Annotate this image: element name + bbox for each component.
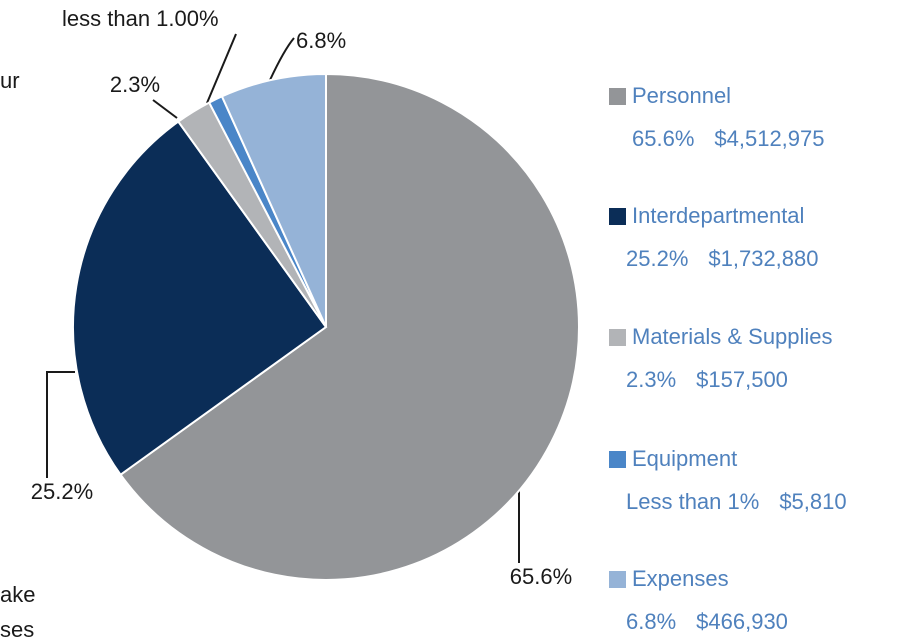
legend-percent: 2.3% xyxy=(626,367,676,392)
legend-amount: $1,732,880 xyxy=(708,246,818,271)
clipped-text: ses xyxy=(0,617,34,640)
legend-percent: 6.8% xyxy=(626,609,676,634)
leader-line xyxy=(152,99,178,119)
legend-label: Expenses xyxy=(632,566,729,591)
data-label: 2.3% xyxy=(110,72,160,97)
legend-label: Personnel xyxy=(632,83,731,108)
legend-swatch xyxy=(609,571,626,588)
legend-percent: 25.2% xyxy=(626,246,688,271)
legend-amount: $4,512,975 xyxy=(714,126,824,151)
legend-amount: $5,810 xyxy=(779,489,846,514)
legend-swatch xyxy=(609,329,626,346)
legend-label: Interdepartmental xyxy=(632,203,804,228)
legend-label: Equipment xyxy=(632,446,737,471)
pie-slice xyxy=(72,120,328,477)
data-label: 6.8% xyxy=(296,28,346,53)
legend-swatch xyxy=(609,208,626,225)
pie-slice xyxy=(119,72,580,581)
legend-swatch xyxy=(609,451,626,468)
pie-slice xyxy=(220,72,327,328)
legend-label: Materials & Supplies xyxy=(632,324,833,349)
legend-amount: $466,930 xyxy=(696,609,788,634)
leader-lines xyxy=(46,33,520,563)
legend-amount: $157,500 xyxy=(696,367,788,392)
legend-swatch xyxy=(609,88,626,105)
clipped-text: ake xyxy=(0,582,35,607)
leader-line xyxy=(46,371,75,478)
data-label: 65.6% xyxy=(510,564,572,589)
legend-percent: Less than 1% xyxy=(626,489,759,514)
data-label: 25.2% xyxy=(31,479,93,504)
clipped-text: ur xyxy=(0,68,20,93)
legend-percent: 65.6% xyxy=(632,126,694,151)
data-label: less than 1.00% xyxy=(62,6,219,31)
leader-line xyxy=(206,33,237,104)
leader-line xyxy=(269,37,295,81)
